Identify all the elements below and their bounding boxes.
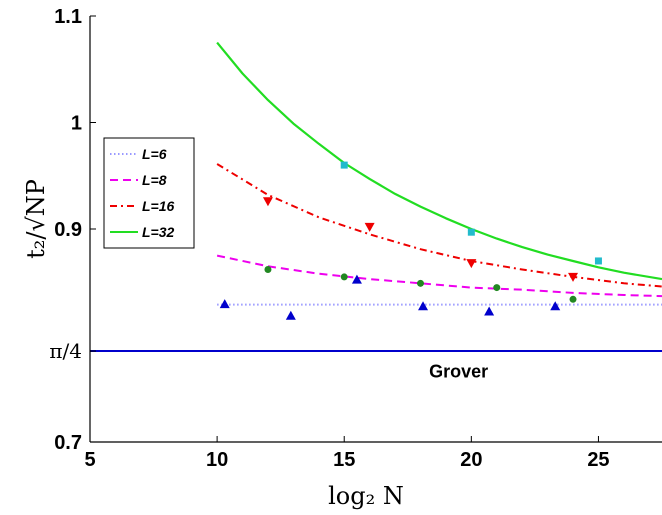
data-point-l16-2	[364, 222, 375, 232]
data-point-l6-5	[484, 306, 495, 316]
data-point-l8-2	[340, 273, 348, 281]
curves-layer: Grover	[90, 41, 662, 381]
series-line-l16	[216, 163, 662, 288]
x-tick-label-15: 15	[333, 449, 355, 471]
x-tick-label-5: 5	[84, 449, 95, 471]
data-point-l8-5	[569, 295, 577, 303]
x-tick-label-25: 25	[587, 449, 609, 471]
x-tick-label-10: 10	[206, 449, 228, 471]
x-tick-label-20: 20	[460, 449, 482, 471]
markers-layer	[219, 161, 602, 320]
data-point-l32-2	[467, 228, 475, 236]
data-point-l6-6	[550, 301, 561, 311]
y-tick-label-5: 1.1	[54, 6, 82, 28]
legend-label-l16: L=16	[142, 198, 175, 214]
data-point-l16-1	[262, 197, 273, 207]
x-axis-label: log₂ N	[328, 482, 404, 510]
series-line-l32	[216, 41, 662, 281]
data-point-l8-1	[264, 265, 272, 273]
legend-box	[103, 137, 195, 249]
y-tick-label-3: 0.9	[54, 219, 82, 241]
data-point-l6-1	[219, 299, 230, 309]
legend-label-l32: L=32	[142, 224, 175, 240]
y-tick-label-2: π/4	[49, 339, 82, 363]
data-point-l32-3	[594, 257, 602, 265]
data-point-l16-3	[466, 259, 477, 269]
y-tick-label-4: 1	[71, 113, 82, 135]
data-point-l8-3	[416, 279, 424, 287]
data-point-l6-2	[285, 310, 296, 320]
legend: L=6 L=8 L=16 L=32	[103, 137, 195, 249]
data-point-l6-4	[418, 301, 429, 311]
series-line-l8	[216, 254, 662, 298]
data-point-l6-3	[351, 274, 362, 284]
axes-layer: 5 10 15 20 25 0.7 π/4 0.9 1 1.1 log₂ N t₂/√NP	[22, 6, 662, 510]
legend-label-l8: L=8	[142, 172, 167, 188]
data-point-l16-4	[568, 272, 579, 282]
data-point-l8-4	[493, 284, 501, 292]
legend-label-l6: L=6	[142, 146, 167, 162]
grover-label: Grover	[429, 361, 488, 381]
y-axis-label: t₂/√NP	[22, 179, 50, 259]
y-tick-label-1: 0.7	[54, 432, 82, 454]
data-point-l32-1	[340, 161, 348, 169]
